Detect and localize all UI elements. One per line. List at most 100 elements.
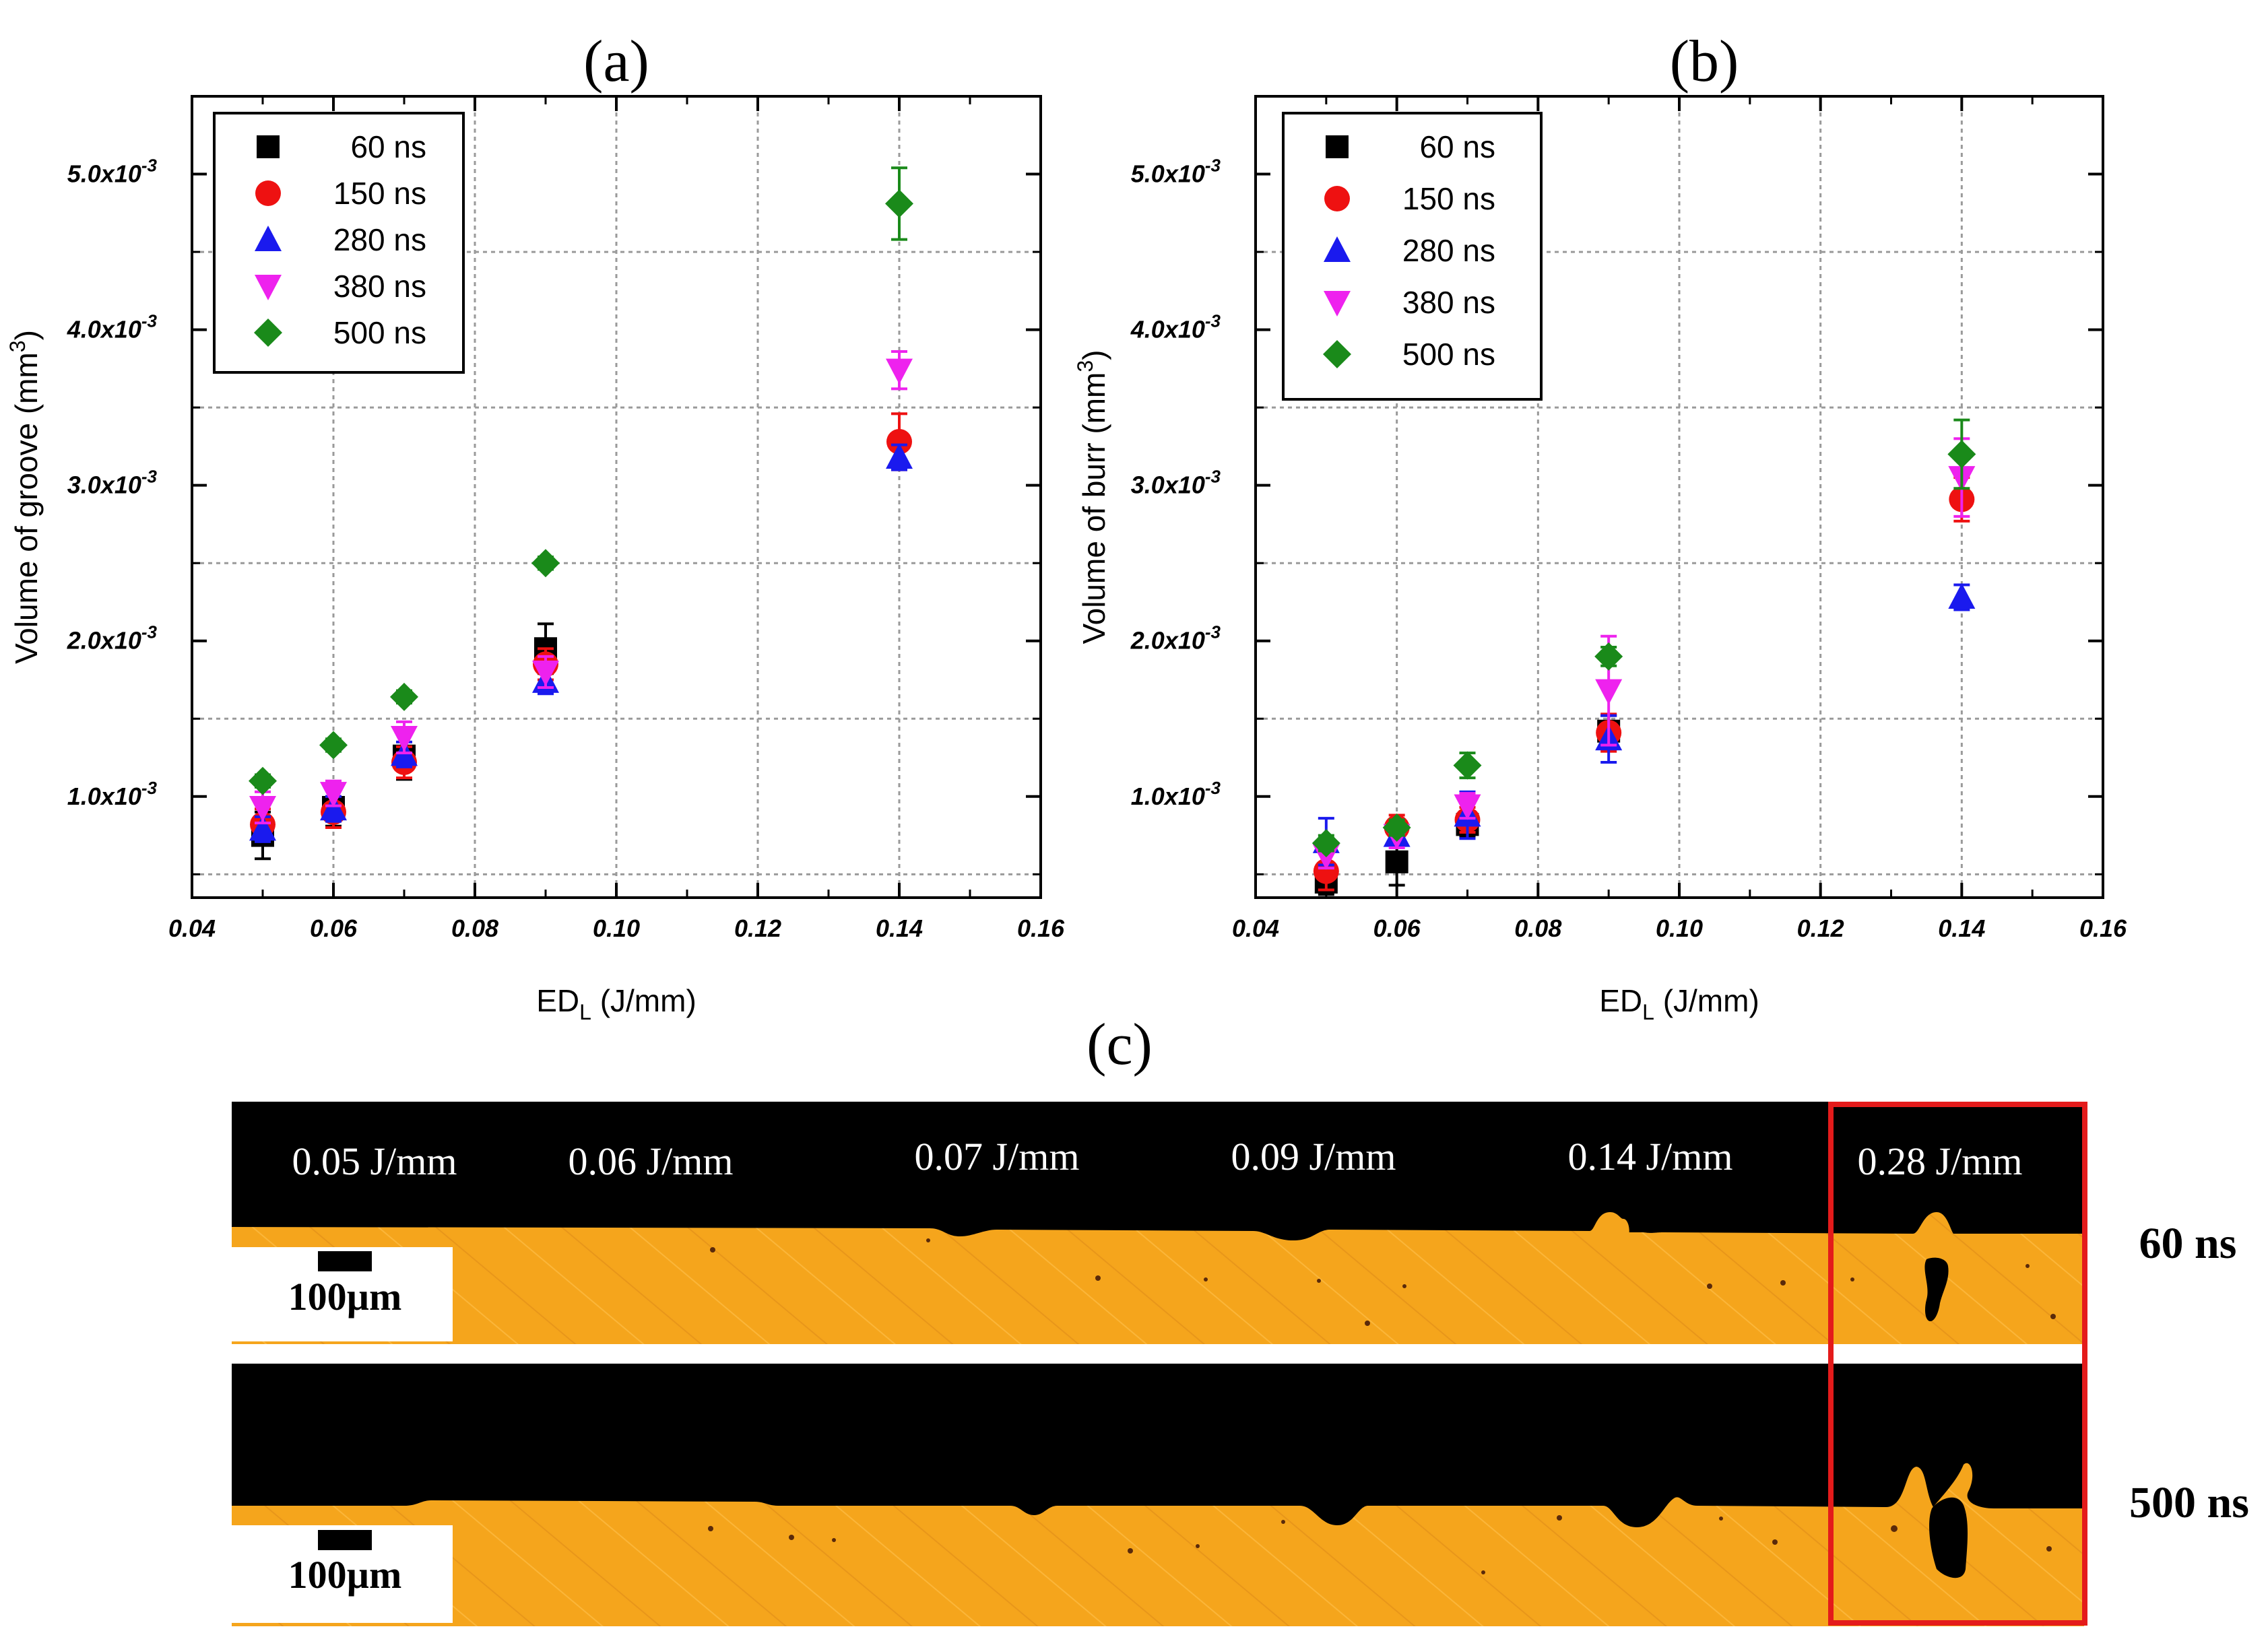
y-axis-title: Volume of groove (mm3): [5, 330, 44, 664]
legend-label: 500 ns: [1402, 337, 1495, 372]
row-label-500ns: 500 ns: [2129, 1478, 2249, 1527]
y-tick-label: 4.0x10-3: [67, 311, 158, 343]
series-150-ns: [1313, 476, 1975, 892]
data-point: [1948, 583, 1976, 609]
x-tick-label: 0.06: [310, 914, 358, 942]
x-axis-title-main: ED: [536, 983, 579, 1018]
y-tick-mantissa: 3.0x10: [1131, 471, 1205, 499]
y-tick-label: 3.0x10-3: [1131, 467, 1221, 499]
x-tick-label: 0.16: [1017, 914, 1065, 942]
y-axis-title-end: ): [9, 330, 44, 340]
legend-marker: [255, 226, 282, 251]
data-point: [885, 189, 913, 218]
data-point: [1454, 794, 1481, 820]
legend-label: 280 ns: [333, 222, 426, 257]
legend-marker: [1324, 291, 1351, 316]
y-tick-exponent: -3: [141, 156, 158, 176]
scale-bar: [318, 1530, 372, 1550]
x-axis-title-main: ED: [1599, 983, 1642, 1018]
surface-specks: [708, 1515, 2052, 1574]
y-tick-mantissa: 1.0x10: [67, 782, 141, 810]
data-point: [320, 795, 347, 821]
y-tick-exponent: -3: [141, 622, 158, 642]
y-tick-label: 2.0x10-3: [67, 622, 158, 655]
legend-marker: [1323, 340, 1351, 368]
data-point: [531, 549, 560, 578]
series-500-ns: [249, 166, 913, 795]
legend-label: 380 ns: [1402, 285, 1495, 320]
x-tick-label: 0.04: [168, 914, 216, 942]
legend-marker: [255, 180, 281, 206]
x-tick-label: 0.14: [876, 914, 923, 942]
series-500-ns: [1311, 418, 1976, 858]
y-axis-title: Volume of burr (mm3): [1073, 349, 1111, 644]
metal-surface: [232, 1212, 2084, 1344]
legend-marker: [1326, 135, 1349, 158]
y-tick-exponent: -3: [1205, 622, 1221, 642]
series-280-ns: [249, 443, 913, 843]
legend-box: [213, 112, 465, 374]
micrograph-60ns: 100µm 60 ns: [232, 1102, 2236, 1344]
legend-marker: [1324, 236, 1351, 262]
data-point: [1594, 642, 1623, 671]
row-label-60ns: 60 ns: [2139, 1219, 2237, 1268]
data-point: [249, 795, 276, 822]
data-point: [249, 815, 276, 841]
x-tick-label: 0.08: [1514, 914, 1561, 942]
data-point: [1385, 850, 1408, 873]
scale-bar: [318, 1251, 372, 1271]
data-point: [320, 782, 347, 808]
y-tick-exponent: -3: [141, 311, 158, 331]
y-tick-mantissa: 1.0x10: [1131, 782, 1205, 810]
data-point: [249, 766, 277, 795]
y-axis-title-sup: 3: [5, 340, 30, 352]
data-point: [886, 443, 913, 469]
x-axis-title: EDL (J/mm): [536, 983, 696, 1024]
y-tick-label: 4.0x10-3: [1130, 311, 1221, 343]
legend-label: 150 ns: [333, 176, 426, 211]
y-axis-title-main: Volume of burr (mm: [1076, 372, 1111, 644]
y-tick-mantissa: 5.0x10: [67, 160, 141, 188]
data-point: [886, 428, 912, 455]
strip-gap: [232, 1344, 2084, 1364]
x-tick-label: 0.10: [593, 914, 640, 942]
x-tick-label: 0.10: [1656, 914, 1703, 942]
data-point: [1947, 440, 1976, 469]
micrograph-500ns: 100µm 500 ns: [232, 1364, 2249, 1626]
series-280-ns: [1312, 583, 1976, 867]
y-axis-title-end: ): [1076, 349, 1111, 360]
y-tick-mantissa: 3.0x10: [67, 471, 141, 499]
energy-label: 0.05 J/mm: [292, 1139, 457, 1183]
data-point: [390, 682, 418, 711]
legend-label: 280 ns: [1402, 233, 1495, 268]
series-380-ns: [1312, 437, 1976, 870]
data-point: [319, 731, 348, 760]
data-point: [886, 358, 913, 385]
y-tick-mantissa: 5.0x10: [1131, 160, 1205, 188]
metal-surface: [232, 1463, 2084, 1626]
y-tick-exponent: -3: [1205, 311, 1221, 331]
legend-label: 60 ns: [350, 129, 426, 164]
y-tick-exponent: -3: [1205, 467, 1221, 487]
y-tick-label: 1.0x10-3: [67, 778, 158, 810]
y-tick-mantissa: 4.0x10: [67, 316, 141, 343]
energy-label: 0.14 J/mm: [1568, 1135, 1733, 1178]
y-tick-exponent: -3: [141, 778, 158, 798]
legend-marker: [257, 135, 280, 158]
scale-bar-label: 100µm: [288, 1275, 402, 1319]
x-tick-label: 0.12: [734, 914, 781, 942]
legend-marker: [255, 275, 282, 300]
legend-label: 150 ns: [1402, 181, 1495, 216]
y-tick-exponent: -3: [1205, 778, 1221, 798]
y-tick-exponent: -3: [1205, 156, 1221, 176]
x-tick-label: 0.12: [1797, 914, 1844, 942]
x-axis-title: EDL (J/mm): [1599, 983, 1759, 1024]
legend-label: 500 ns: [333, 315, 426, 350]
data-point: [1311, 829, 1340, 858]
energy-label: 0.28 J/mm: [1858, 1139, 2023, 1183]
x-axis-title-sub: L: [1642, 1000, 1654, 1024]
energy-label: 0.06 J/mm: [569, 1139, 734, 1183]
panel-c-label: (c): [1087, 1012, 1153, 1077]
x-tick-label: 0.08: [451, 914, 498, 942]
legend-marker: [1324, 186, 1350, 211]
